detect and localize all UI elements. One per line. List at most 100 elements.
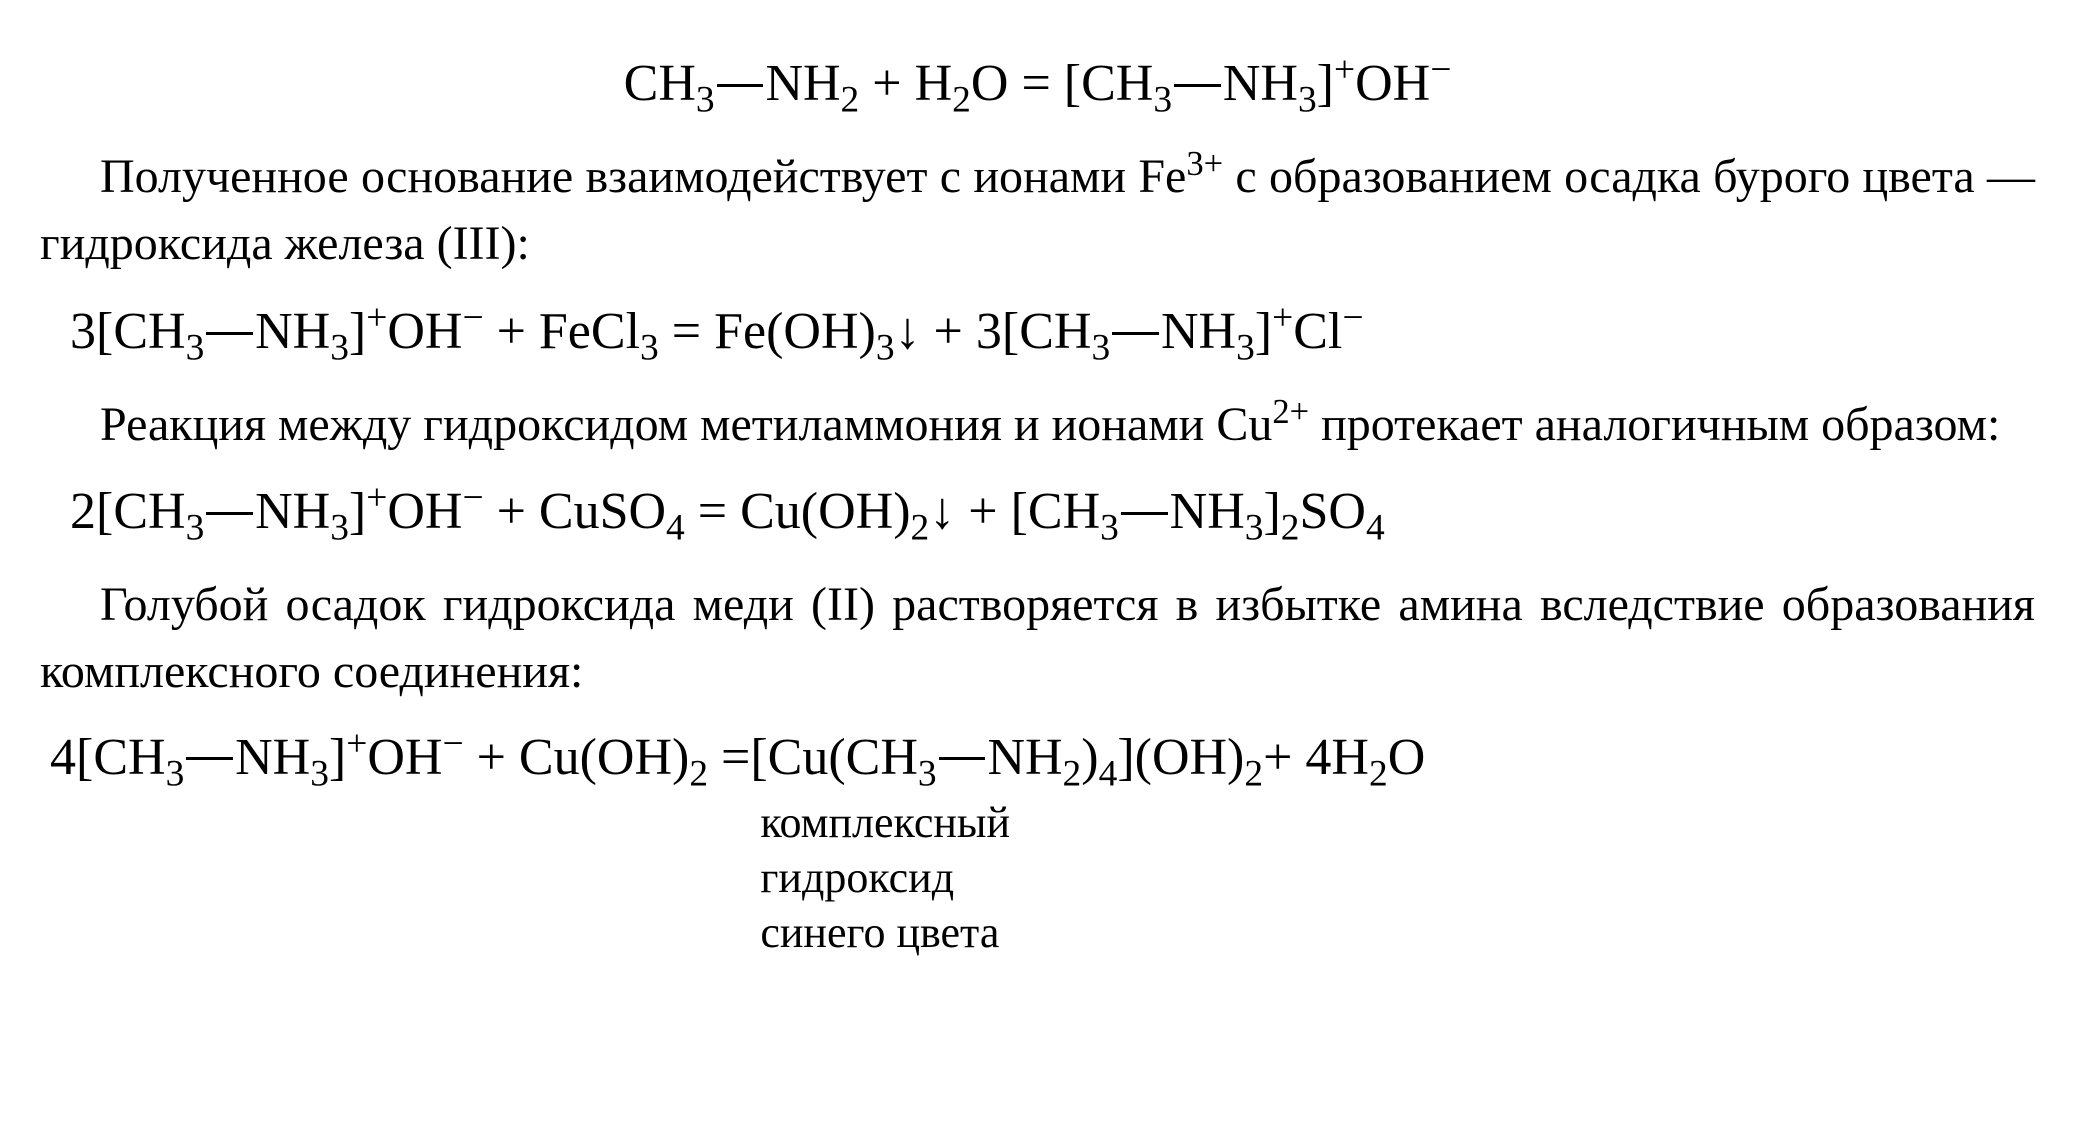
eq4-h2o-o: O <box>1388 729 1426 786</box>
annotation-line-2: гидроксид <box>760 850 1263 905</box>
eq1-h2o-o: O <box>971 55 1009 112</box>
eq3-open2: [CH <box>1011 483 1101 540</box>
p3-text: Голубой осадок гидроксида меди (II) раст… <box>40 578 2035 698</box>
eq4-oh-sup: − <box>442 723 463 764</box>
eq4-complex-open: [Cu(CH <box>750 729 918 786</box>
eq3-so4: SO <box>1300 483 1366 540</box>
eq4-plus2: + <box>1263 729 1305 786</box>
eq2-n: NH <box>255 303 330 360</box>
bond-icon <box>206 332 253 335</box>
eq3-n2: NH <box>1170 483 1245 540</box>
eq3-c-sub: 3 <box>186 507 205 548</box>
eq3-cuso: CuSO <box>539 483 666 540</box>
bond-icon <box>1112 332 1159 335</box>
equation-2: 3[CH3NH3]+OH− + FeCl3 = Fe(OH)3↓ + 3[CH3… <box>70 290 2035 373</box>
eq4-sup1: + <box>346 723 367 764</box>
eq3-so4-sub: 4 <box>1366 507 1385 548</box>
p1-sup: 3+ <box>1186 145 1223 183</box>
eq3-n-sub: 3 <box>330 507 349 548</box>
eq4-complex-oh-sub: 2 <box>1244 753 1263 794</box>
eq2-close2: ] <box>1255 303 1272 360</box>
eq4-oh: OH <box>367 729 442 786</box>
eq2-feoh: Fe(OH) <box>714 303 876 360</box>
eq1-rhs-n: NH <box>1223 55 1298 112</box>
bond-icon <box>717 84 764 87</box>
eq3-cuso-sub: 4 <box>666 507 685 548</box>
eq2-cl-sup: − <box>1342 297 1363 338</box>
eq3-cuoh-sub: 2 <box>911 507 930 548</box>
eq2-coef2: 3[CH <box>976 303 1092 360</box>
equation-1: CH3NH2 + H2O = [CH3NH3]+OH− <box>40 42 2035 125</box>
eq2-n-sub2: 3 <box>1236 327 1255 368</box>
eq4-complex-n-sub: 2 <box>1063 753 1082 794</box>
equation-4-rhs-end: + 4H2O <box>1263 716 1425 799</box>
eq3-close2-sub: 2 <box>1281 507 1300 548</box>
eq1-rhs-c-sub: 3 <box>1153 79 1172 120</box>
eq4-complex-n: NH <box>987 729 1062 786</box>
eq3-oh: OH <box>387 483 462 540</box>
eq4-h2o-sub: 2 <box>1369 753 1388 794</box>
eq2-cl: Cl <box>1293 303 1342 360</box>
eq1-rhs-oh-sup: − <box>1430 50 1451 91</box>
eq2-fecl: FeCl <box>539 303 640 360</box>
eq2-equals: = <box>659 303 714 360</box>
eq3-coef1: 2[CH <box>70 483 186 540</box>
eq3-n: NH <box>255 483 330 540</box>
eq3-n-sub2: 3 <box>1245 507 1264 548</box>
eq4-coef-h2o: 4H <box>1305 729 1369 786</box>
p1-text-a: Полученное основание взаимодействует с и… <box>100 150 1186 203</box>
eq3-equals: = <box>685 483 740 540</box>
eq3-plus2: + <box>955 483 1010 540</box>
eq1-h2o-sub: 2 <box>952 79 971 120</box>
eq4-complex-close2: ](OH) <box>1117 729 1244 786</box>
eq2-close1: ] <box>349 303 366 360</box>
eq4-equals: = <box>708 729 750 786</box>
eq4-coef1: 4[CH <box>50 729 166 786</box>
eq1-plus1: + <box>859 55 914 112</box>
eq4-complex-close: ) <box>1081 729 1098 786</box>
p2-text-a: Реакция между гидроксидом метиламмония и… <box>100 398 1272 451</box>
eq4-close1: ] <box>329 729 346 786</box>
eq2-plus2: + <box>921 303 976 360</box>
eq1-equals: = <box>1008 55 1063 112</box>
eq1-rhs-close: ] <box>1317 55 1334 112</box>
equation-4-complex: [Cu(CH3NH2)4](OH)2 комплексный гидроксид… <box>750 716 1263 960</box>
eq2-coef1: 3[CH <box>70 303 186 360</box>
eq2-plus1: + <box>484 303 539 360</box>
eq1-rhs-oh: OH <box>1355 55 1430 112</box>
eq1-rhs-sup: + <box>1334 50 1355 91</box>
eq1-lhs-nh: NH <box>765 55 840 112</box>
down-arrow-icon: ↓ <box>929 470 955 553</box>
p2-text-b: про­текает аналогичным образом: <box>1309 398 2000 451</box>
eq1-rhs-n-sub: 3 <box>1298 79 1317 120</box>
eq1-lhs-nh-sub: 2 <box>841 79 860 120</box>
eq4-c-sub: 3 <box>166 753 185 794</box>
equation-4-lhs: 4[CH3NH3]+OH− + Cu(OH)2 = <box>50 716 750 799</box>
equation-4-complex-formula: [Cu(CH3NH2)4](OH)2 <box>750 716 1263 799</box>
bond-icon <box>206 512 253 515</box>
eq3-close2: ] <box>1263 483 1280 540</box>
bond-icon <box>939 757 986 760</box>
annotation-line-3: синего цвета <box>760 905 1263 960</box>
annotation-line-1: комплексный <box>760 795 1263 850</box>
eq1-lhs-ch-sub: 3 <box>696 79 715 120</box>
eq2-sup1: + <box>366 297 387 338</box>
eq3-close1: ] <box>349 483 366 540</box>
eq1-lhs-ch: CH <box>624 55 696 112</box>
eq2-fecl-sub: 3 <box>640 327 659 368</box>
equation-4-container: 4[CH3NH3]+OH− + Cu(OH)2 = [Cu(CH3NH2)4](… <box>50 716 2035 960</box>
bond-icon <box>1121 512 1168 515</box>
eq4-complex-close-sub: 4 <box>1099 753 1118 794</box>
eq3-oh-sup: − <box>462 478 483 519</box>
eq2-n2: NH <box>1161 303 1236 360</box>
eq2-n-sub: 3 <box>330 327 349 368</box>
eq4-n-sub: 3 <box>310 753 329 794</box>
eq1-h2o-h: H <box>915 55 953 112</box>
bond-icon <box>186 757 233 760</box>
eq3-plus1: + <box>484 483 539 540</box>
paragraph-1: Полученное основание взаимодействует с и… <box>40 143 2035 277</box>
eq4-cuoh: Cu(OH) <box>519 729 689 786</box>
eq4-complex-c-sub: 3 <box>918 753 937 794</box>
eq2-oh: OH <box>387 303 462 360</box>
equation-4-annotation: комплексный гидроксид синего цвета <box>760 795 1263 960</box>
